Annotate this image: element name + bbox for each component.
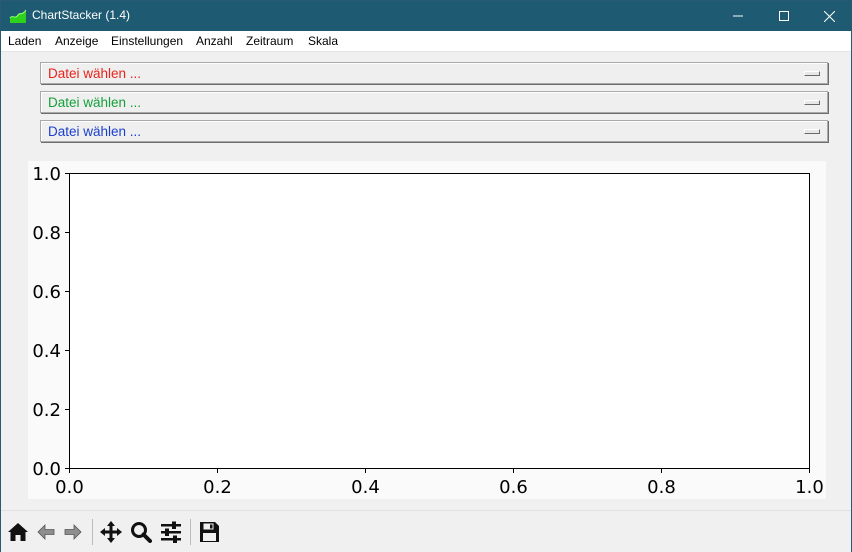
x-tick-label: 1.0 [795,477,824,498]
y-tick-label: 0.8 [32,223,61,244]
y-axis: 0.0 0.2 0.4 0.6 0.8 1.0 [32,164,70,480]
navigation-toolbar [1,510,851,552]
x-tick-label: 0.0 [55,477,84,498]
save-icon [200,522,219,542]
chart-plot[interactable]: 0.0 0.2 0.4 0.6 0.8 1.0 0.0 0.2 0.4 0.6 0.8 1.0 [28,161,826,499]
file-selector-3[interactable]: Datei wählen ... [40,120,828,142]
menu-skala[interactable]: Skala [308,34,339,48]
home-button[interactable] [5,520,31,544]
zoom-icon [131,522,152,543]
save-button[interactable] [196,520,222,544]
back-icon [37,524,55,540]
x-tick-label: 0.6 [499,477,528,498]
menu-bar: Laden Anzeige Einstellungen Anzahl Zeitr… [1,31,851,52]
y-tick-label: 0.2 [32,400,61,421]
x-tick-label: 0.4 [351,477,380,498]
x-axis: 0.0 0.2 0.4 0.6 0.8 1.0 [55,468,824,498]
chart-canvas[interactable]: 0.0 0.2 0.4 0.6 0.8 1.0 0.0 0.2 0.4 0.6 0.8 1.0 [28,161,826,499]
pan-button[interactable] [98,520,124,544]
maximize-button[interactable] [761,1,807,31]
menu-anzeige[interactable]: Anzeige [55,34,99,48]
option-menu-indicator-icon [804,71,820,76]
chart-area-icon [9,9,27,23]
toolbar-separator [190,519,191,545]
y-tick-label: 0.0 [32,459,61,480]
maximize-icon [779,11,789,21]
pan-icon [100,521,122,543]
x-tick-label: 0.2 [203,477,232,498]
close-button[interactable] [806,1,852,31]
menu-laden[interactable]: Laden [8,34,42,48]
menu-zeitraum[interactable]: Zeitraum [246,34,294,48]
file-selector-2[interactable]: Datei wählen ... [40,91,828,113]
y-tick-label: 0.4 [32,341,61,362]
menu-anzahl[interactable]: Anzahl [196,34,233,48]
y-tick-label: 1.0 [32,164,61,185]
menu-einstellungen[interactable]: Einstellungen [111,34,184,48]
close-icon [823,10,835,22]
back-button[interactable] [33,520,59,544]
option-menu-indicator-icon [804,129,820,134]
file-selector-label: Datei wählen ... [48,95,142,110]
zoom-button[interactable] [128,520,154,544]
x-tick-label: 0.8 [647,477,676,498]
y-tick-label: 0.6 [32,282,61,303]
window-title: ChartStacker (1.4) [32,8,131,22]
file-selector-1[interactable]: Datei wählen ... [40,62,828,84]
toolbar-separator [92,519,93,545]
option-menu-indicator-icon [804,100,820,105]
minimize-icon [733,15,743,17]
plot-axes [69,173,810,469]
forward-button[interactable] [60,520,86,544]
file-selector-label: Datei wählen ... [48,124,142,139]
title-bar: ChartStacker (1.4) [1,1,851,31]
configure-subplots-button[interactable] [158,520,184,544]
configure-subplots-icon [161,521,181,543]
forward-icon [64,524,82,540]
file-selector-label: Datei wählen ... [48,66,142,81]
home-icon [8,523,28,541]
minimize-button[interactable] [715,1,761,31]
